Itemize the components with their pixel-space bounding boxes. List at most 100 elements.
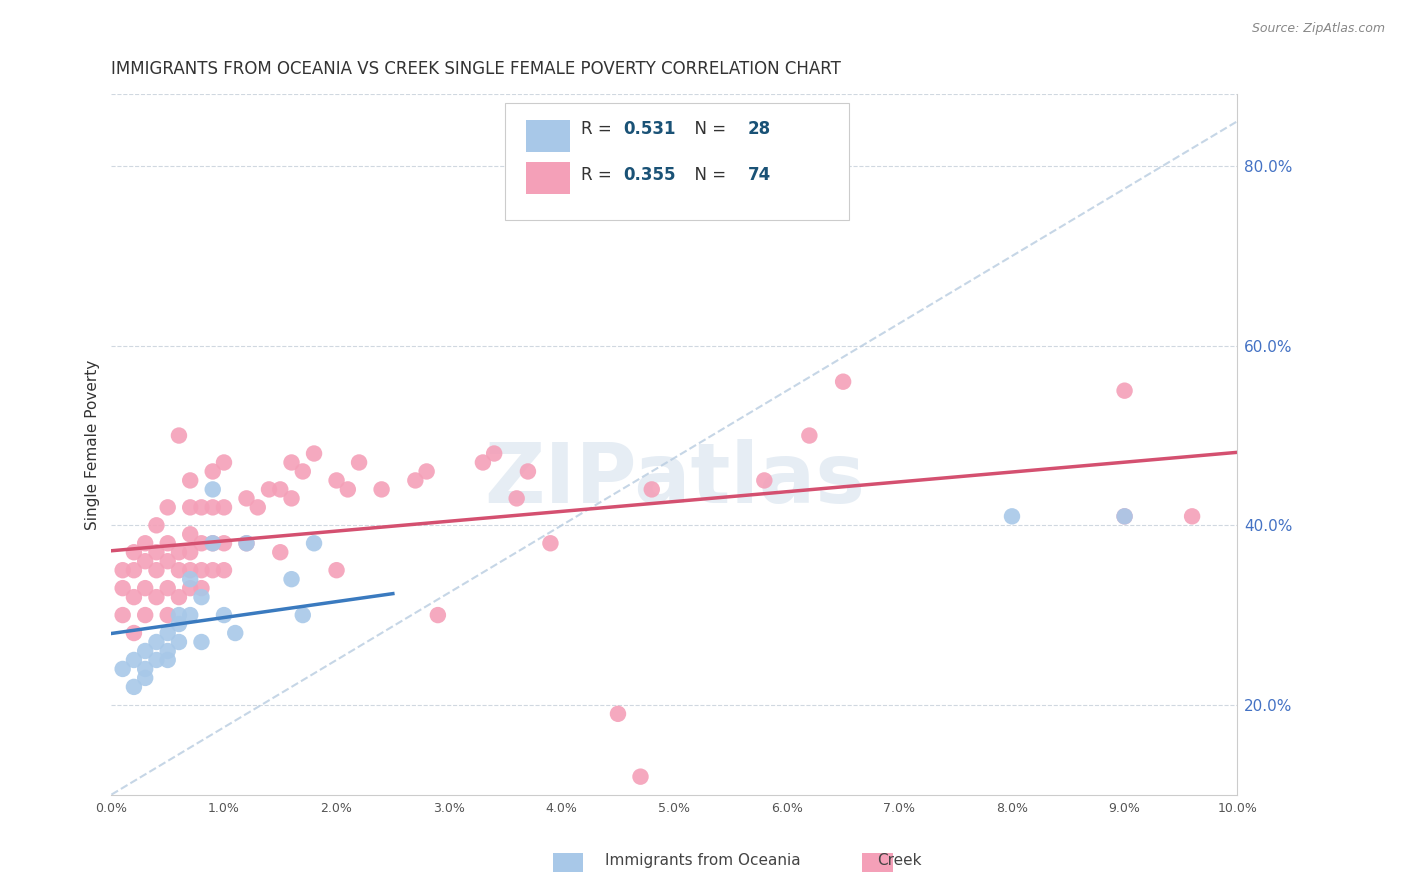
Point [257,483,280,497]
Point [179,500,201,515]
Point [111,563,134,577]
Point [134,536,156,550]
Point [134,608,156,623]
Point [201,500,224,515]
Point [156,608,179,623]
Point [280,455,302,469]
Point [190,536,212,550]
Point [201,465,224,479]
Point [325,474,347,488]
Point [426,608,449,623]
Y-axis label: Single Female Poverty: Single Female Poverty [86,359,100,530]
Point [167,590,190,604]
Text: R =: R = [581,120,617,138]
Point [156,554,179,568]
Point [134,644,156,658]
Text: Source: ZipAtlas.com: Source: ZipAtlas.com [1251,22,1385,36]
Point [190,500,212,515]
Point [630,770,652,784]
Point [179,608,201,623]
Point [336,483,359,497]
Point [607,706,630,721]
Text: 0.531: 0.531 [624,120,676,138]
Point [212,536,235,550]
Text: Immigrants from Oceania: Immigrants from Oceania [605,854,801,868]
Point [482,446,505,460]
Point [145,590,167,604]
Point [145,518,167,533]
Point [415,465,437,479]
Point [167,608,190,623]
Point [212,455,235,469]
Text: ZIPatlas: ZIPatlas [484,439,865,520]
Point [122,653,145,667]
Point [167,428,190,442]
Point [347,455,370,469]
Point [505,491,527,506]
Point [179,581,201,595]
Point [1114,509,1136,524]
Point [179,572,201,586]
Point [269,483,291,497]
Point [235,536,257,550]
Point [325,563,347,577]
Point [156,644,179,658]
Point [291,465,314,479]
Point [145,653,167,667]
Point [201,536,224,550]
Point [302,536,325,550]
Point [122,563,145,577]
Point [516,465,538,479]
Point [167,563,190,577]
Point [156,653,179,667]
Point [156,536,179,550]
Point [145,635,167,649]
Point [179,545,201,559]
Point [212,608,235,623]
Point [280,491,302,506]
Text: IMMIGRANTS FROM OCEANIA VS CREEK SINGLE FEMALE POVERTY CORRELATION CHART: IMMIGRANTS FROM OCEANIA VS CREEK SINGLE … [111,60,841,78]
Point [212,563,235,577]
Point [1181,509,1204,524]
Point [224,626,246,640]
Point [134,671,156,685]
Point [122,590,145,604]
Point [641,483,664,497]
Point [111,662,134,676]
Point [122,680,145,694]
Point [302,446,325,460]
Point [471,455,494,469]
Point [190,581,212,595]
Point [246,500,269,515]
Point [145,545,167,559]
Point [201,563,224,577]
Point [179,563,201,577]
Point [156,581,179,595]
FancyBboxPatch shape [526,120,569,152]
Text: Creek: Creek [877,854,922,868]
FancyBboxPatch shape [505,103,849,220]
Point [156,626,179,640]
Point [190,635,212,649]
Point [167,635,190,649]
Point [201,536,224,550]
Point [111,608,134,623]
Point [145,563,167,577]
Text: N =: N = [685,120,731,138]
Text: 28: 28 [748,120,770,138]
Text: 0.355: 0.355 [624,166,676,184]
Point [122,626,145,640]
Point [179,474,201,488]
Point [156,500,179,515]
Point [832,375,855,389]
Point [404,474,426,488]
Point [291,608,314,623]
Point [190,563,212,577]
Point [1114,509,1136,524]
Point [167,545,190,559]
Text: R =: R = [581,166,617,184]
Text: N =: N = [685,166,731,184]
Point [134,662,156,676]
Point [1001,509,1024,524]
Point [201,483,224,497]
